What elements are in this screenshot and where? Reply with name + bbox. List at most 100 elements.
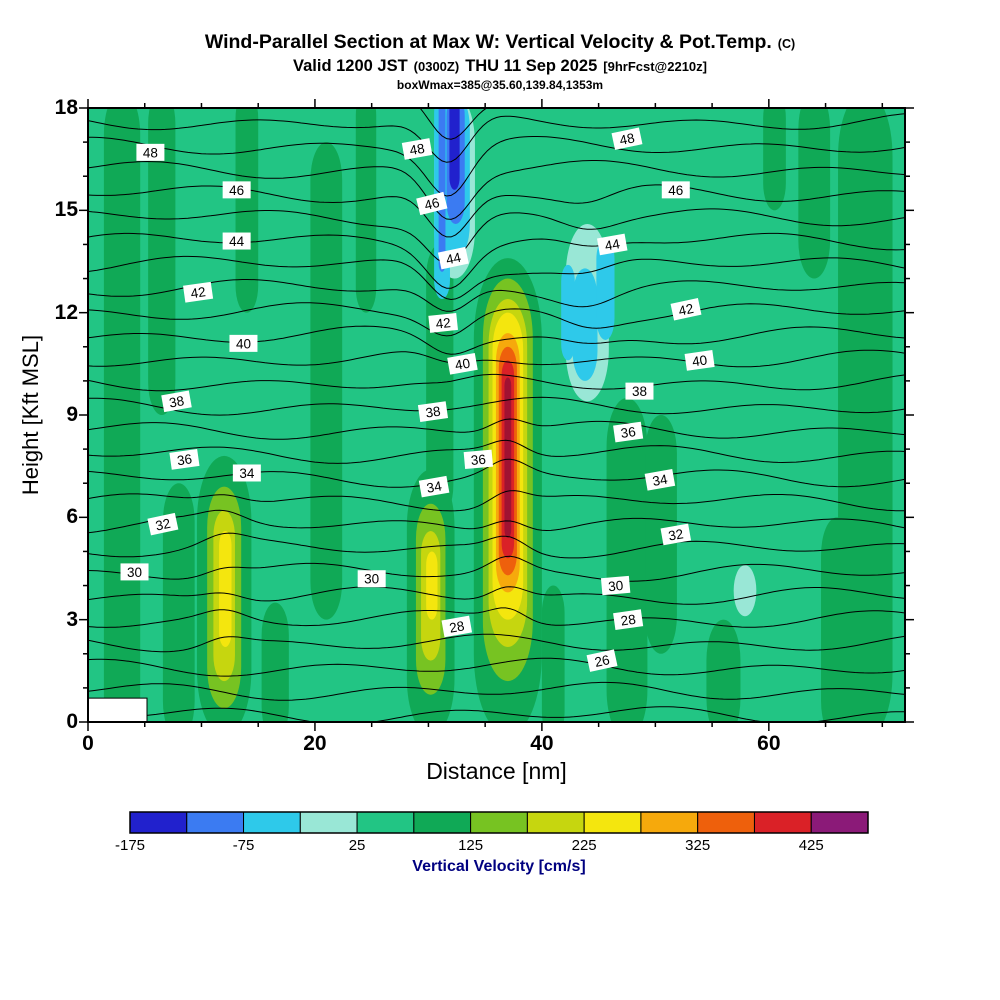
- contour-label: 46: [222, 181, 251, 199]
- colorbar-title: Vertical Velocity [cm/s]: [412, 858, 586, 875]
- y-tick-label: 0: [66, 710, 78, 733]
- svg-text:46: 46: [229, 183, 244, 198]
- chart-title-text: Wind-Parallel Section at Max W: Vertical…: [204, 31, 772, 53]
- field-patch: [426, 551, 438, 620]
- colorbar-segment: [470, 811, 528, 834]
- colorbar-tick-label: 325: [685, 837, 711, 854]
- x-axis-title: Distance [nm]: [426, 758, 567, 784]
- field-patch: [561, 264, 575, 361]
- colorbar-frame: [129, 811, 869, 834]
- svg-text:42: 42: [677, 301, 695, 319]
- field-patch: [798, 108, 831, 279]
- contour-label: 44: [222, 232, 251, 250]
- colorbar-segment: [356, 811, 415, 834]
- colorbar-segment: [753, 811, 812, 834]
- svg-text:30: 30: [364, 572, 379, 587]
- contour-label: 40: [229, 334, 258, 352]
- svg-text:46: 46: [668, 183, 683, 198]
- colorbar-segment: [413, 811, 472, 834]
- valid-zulu: (0300Z): [413, 59, 460, 74]
- colorbar-tick-label: 225: [571, 837, 597, 854]
- chart-title-unit: (C): [777, 37, 796, 51]
- field-patch: [438, 108, 446, 272]
- contour-label: 34: [232, 464, 261, 482]
- terrain-mask: [88, 697, 148, 722]
- field-patch: [261, 602, 289, 722]
- valid-date: THU 11 Sep 2025: [465, 57, 598, 75]
- colorbar-segment: [526, 811, 585, 834]
- colorbar-segment: [810, 811, 869, 834]
- wmax-info: boxWmax=385@35.60,139.84,1353m: [396, 78, 604, 92]
- colorbar-segment: [186, 811, 245, 834]
- svg-text:32: 32: [154, 516, 172, 534]
- field-patch: [449, 108, 460, 190]
- y-tick-label: 18: [54, 96, 78, 119]
- chart-title: Wind-Parallel Section at Max W: Vertical…: [0, 31, 1000, 54]
- svg-text:34: 34: [651, 472, 669, 489]
- svg-text:48: 48: [408, 141, 425, 158]
- field-patch: [355, 108, 377, 313]
- field-patch: [504, 377, 512, 538]
- colorbar-tick-label: 425: [798, 837, 824, 854]
- field-patch: [733, 565, 757, 617]
- x-tick-label: 60: [757, 732, 781, 755]
- contour-label: 30: [120, 563, 149, 581]
- field-patch: [219, 530, 232, 647]
- contour-label: 30: [600, 575, 631, 596]
- y-tick-label: 12: [54, 300, 78, 324]
- svg-text:40: 40: [236, 336, 251, 351]
- svg-text:36: 36: [620, 424, 637, 441]
- y-tick-label: 9: [66, 403, 78, 426]
- field-patch: [310, 142, 343, 620]
- forecast-tag: [9hrFcst@2210z]: [603, 59, 707, 74]
- svg-text:42: 42: [435, 315, 452, 331]
- colorbar-segment: [640, 811, 699, 834]
- svg-text:48: 48: [618, 130, 636, 148]
- colorbar-tick-label: -175: [114, 837, 146, 854]
- svg-text:36: 36: [470, 452, 486, 468]
- field-patch: [763, 108, 786, 211]
- svg-text:30: 30: [608, 578, 624, 594]
- colorbar-segment: [243, 811, 301, 834]
- svg-text:26: 26: [593, 652, 611, 670]
- svg-text:30: 30: [127, 565, 142, 580]
- svg-text:34: 34: [239, 466, 255, 481]
- colorbar-tick-label: -75: [232, 837, 255, 854]
- x-tick-label: 20: [303, 732, 327, 755]
- svg-text:32: 32: [667, 526, 684, 543]
- contour-label: 38: [625, 382, 654, 400]
- valid-time: Valid 1200 JST: [293, 57, 408, 75]
- colorbar-segment: [299, 811, 358, 834]
- chart-subtitle: Valid 1200 JST (0300Z) THU 11 Sep 2025 […: [0, 57, 1000, 76]
- x-tick-label: 0: [82, 732, 94, 755]
- colorbar-segment: [697, 811, 755, 834]
- y-tick-label: 3: [66, 607, 78, 631]
- svg-text:28: 28: [448, 618, 465, 635]
- field-patch: [235, 108, 259, 313]
- svg-text:38: 38: [168, 393, 185, 410]
- svg-text:42: 42: [190, 284, 207, 301]
- colorbar-segment: [129, 811, 188, 834]
- svg-text:48: 48: [143, 145, 158, 160]
- y-tick-label: 15: [54, 198, 78, 222]
- chart-subtitle2: boxWmax=385@35.60,139.84,1353m: [0, 78, 1000, 92]
- field-patch: [706, 619, 741, 722]
- colorbar-tick-label: 25: [348, 837, 366, 854]
- svg-text:44: 44: [604, 236, 622, 253]
- svg-text:40: 40: [691, 352, 708, 369]
- colorbar-segment: [583, 811, 642, 834]
- x-tick-label: 40: [530, 732, 554, 755]
- svg-text:38: 38: [632, 384, 647, 399]
- colorbar-tick-label: 125: [458, 837, 484, 854]
- contour-label: 30: [357, 570, 386, 588]
- svg-text:44: 44: [229, 234, 245, 249]
- svg-text:36: 36: [176, 451, 193, 468]
- field-patch: [541, 585, 565, 722]
- y-tick-label: 6: [66, 505, 78, 529]
- contour-label: 42: [428, 312, 458, 333]
- field-patch: [103, 108, 141, 722]
- contour-label: 46: [661, 181, 690, 199]
- contour-label: 48: [136, 143, 165, 161]
